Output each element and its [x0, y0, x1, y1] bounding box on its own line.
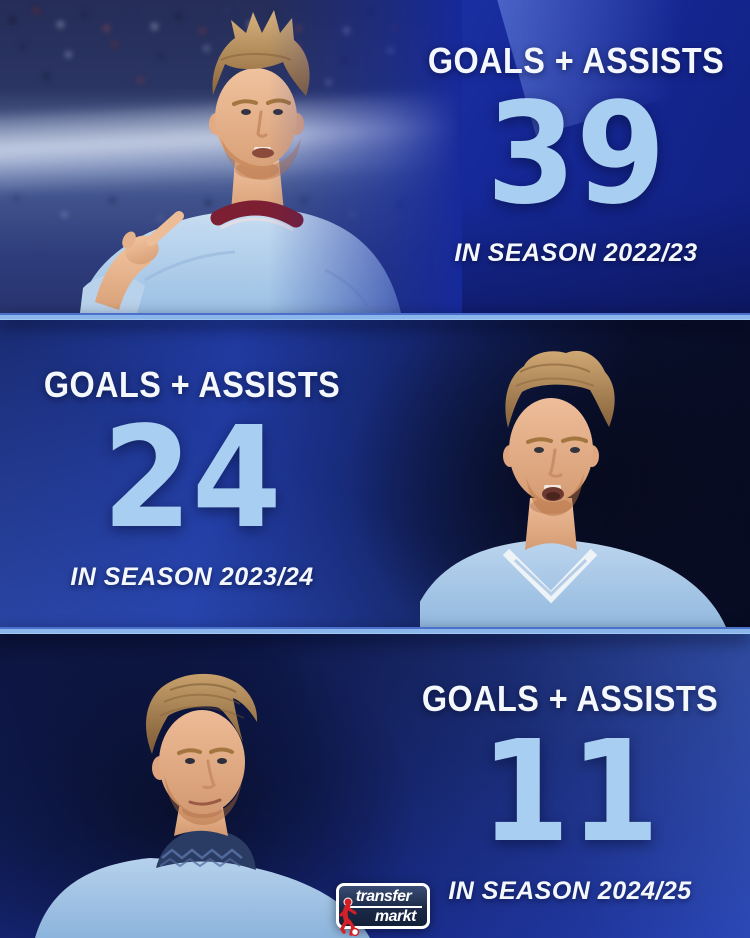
stat-title: GOALS + ASSISTS [421, 678, 719, 719]
separator-line [0, 313, 750, 320]
separator-line [0, 627, 750, 634]
stat-season: IN SEASON 2024/25 [448, 876, 692, 905]
section-2023-24: GOALS + ASSISTS 24 IN SEASON 2023/24 [0, 320, 750, 627]
stat-season: IN SEASON 2023/24 [70, 562, 314, 591]
transfermarkt-player-icon [339, 897, 360, 937]
stat-value: 11 [480, 711, 660, 874]
stat-value: 24 [102, 397, 282, 560]
stat-block-2024-25: GOALS + ASSISTS 11 IN SEASON 2024/25 [402, 678, 738, 906]
player-photo-2023-24 [420, 350, 726, 627]
photo-fade-overlay [0, 0, 462, 313]
stat-title: GOALS + ASSISTS [43, 364, 341, 405]
stat-title: GOALS + ASSISTS [427, 40, 725, 81]
stat-block-2022-23: GOALS + ASSISTS 39 IN SEASON 2022/23 [408, 40, 744, 268]
player-photo-2022-23 [0, 0, 462, 313]
stat-season: IN SEASON 2022/23 [454, 238, 698, 267]
section-2022-23: GOALS + ASSISTS 39 IN SEASON 2022/23 [0, 0, 750, 313]
logo-text-markt: markt [374, 908, 417, 925]
player-photo-2024-25 [35, 673, 370, 938]
transfermarkt-logo-box: transfer markt [336, 883, 430, 929]
stat-block-2023-24: GOALS + ASSISTS 24 IN SEASON 2023/24 [16, 364, 368, 592]
logo-text-transfer: transfer [345, 889, 422, 908]
stat-value: 39 [486, 73, 666, 236]
transfermarkt-logo: transfer markt [336, 883, 430, 937]
